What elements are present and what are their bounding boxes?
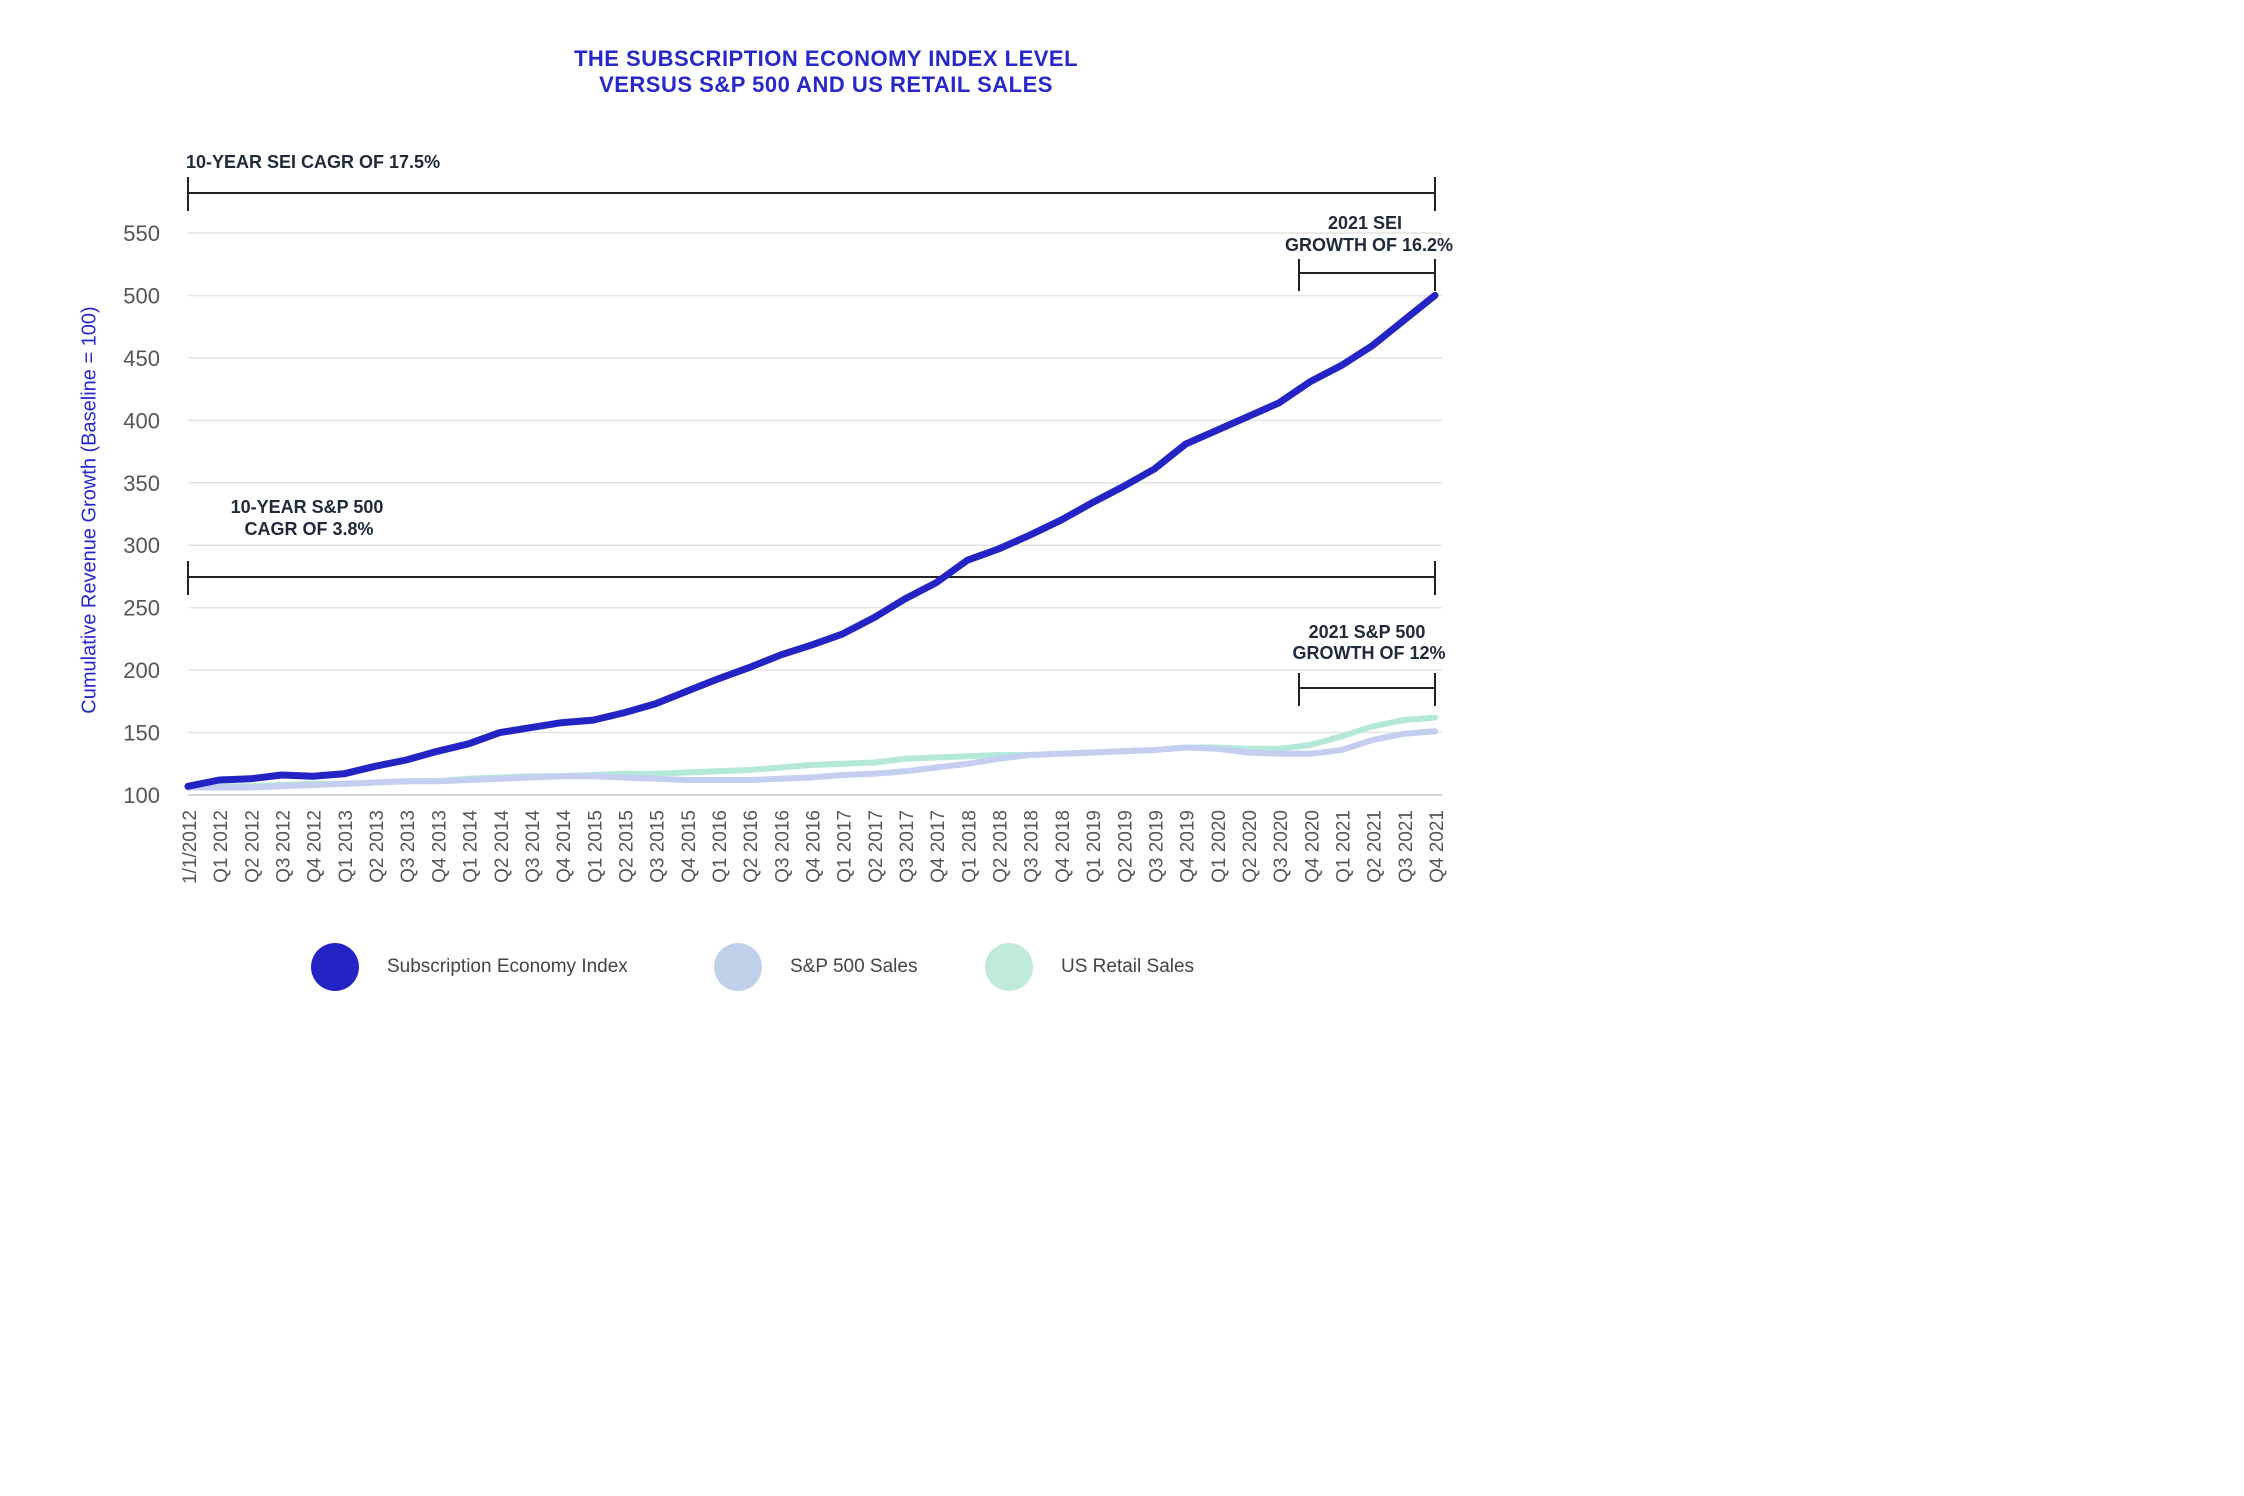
legend-label-sei: Subscription Economy Index (387, 956, 628, 977)
x-tick-label: Q2 2018 (991, 810, 1012, 883)
line-chart: 100 150 200 250 300 350 400 450 500 550 1/1/2012 Q… (123, 152, 1453, 884)
x-tick-label: Q3 2016 (772, 810, 793, 883)
sei-2021-label-line2: GROWTH OF 16.2% (1285, 235, 1453, 255)
x-tick-label: Q3 2017 (897, 810, 918, 883)
x-tick-label: Q4 2013 (429, 810, 450, 883)
y-tick-label: 400 (123, 408, 160, 433)
legend-label-sp500: S&P 500 Sales (790, 956, 918, 977)
x-tick-labels: 1/1/2012 Q1 2012 Q2 2012 Q3 2012 Q4 2012 Q1 2… (180, 810, 1448, 884)
x-tick-label: Q1 2014 (461, 810, 482, 883)
x-tick-label: Q2 2015 (616, 810, 637, 883)
series-line-s-p-500-sales (185, 728, 1438, 791)
x-tick-label: Q1 2018 (959, 810, 980, 883)
sp-2021-label-line1: 2021 S&P 500 (1309, 622, 1426, 642)
legend-item-retail: US Retail Sales (985, 940, 1194, 994)
legend-swatch-retail (985, 943, 1033, 991)
x-tick-label: Q1 2016 (710, 810, 731, 883)
x-tick-label: Q1 2013 (336, 810, 357, 883)
y-tick-label: 200 (123, 658, 160, 683)
series-line-subscription-economy-index (184, 291, 1439, 790)
x-tick-label: Q4 2019 (1178, 810, 1199, 883)
x-tick-label: Q3 2014 (523, 810, 544, 883)
x-tick-label: Q3 2012 (274, 810, 295, 883)
y-tick-label: 450 (123, 346, 160, 371)
x-tick-label: Q4 2021 (1427, 810, 1448, 883)
x-tick-label: Q3 2018 (1022, 810, 1043, 883)
sp-cagr-label-line2: CAGR OF 3.8% (244, 519, 373, 539)
x-tick-label: 1/1/2012 (180, 810, 201, 884)
x-tick-label: Q1 2015 (585, 810, 606, 883)
y-tick-label: 500 (123, 283, 160, 308)
legend-label-retail: US Retail Sales (1061, 956, 1195, 977)
x-tick-label: Q4 2017 (928, 810, 949, 883)
x-tick-label: Q2 2016 (741, 810, 762, 883)
x-tick-label: Q2 2012 (242, 810, 263, 883)
chart-title-line1: THE SUBSCRIPTION ECONOMY INDEX LEVEL (573, 46, 1079, 71)
x-tick-label: Q2 2014 (492, 810, 513, 883)
chart-title-line2: VERSUS S&P 500 AND US RETAIL SALES (599, 72, 1053, 97)
y-tick-label: 550 (123, 221, 160, 246)
legend-item-sp500: S&P 500 Sales (714, 940, 917, 994)
sei-cagr-label: 10-YEAR SEI CAGR OF 17.5% (186, 152, 440, 172)
sei-2021-label-line1: 2021 SEI (1328, 213, 1402, 233)
x-tick-label: Q2 2013 (367, 810, 388, 883)
annotations: 10-YEAR SEI CAGR OF 17.5% 10-YEAR S&P 50… (186, 152, 1453, 706)
sp-cagr-label-line1: 10-YEAR S&P 500 (231, 497, 384, 517)
x-tick-label: Q2 2021 (1365, 810, 1386, 883)
x-tick-label: Q3 2015 (648, 810, 669, 883)
x-tick-label: Q1 2012 (211, 810, 232, 883)
x-tick-label: Q2 2019 (1115, 810, 1136, 883)
legend-swatch-sei (311, 943, 359, 991)
x-tick-label: Q4 2016 (804, 810, 825, 883)
legend-item-sei: Subscription Economy Index (311, 940, 628, 994)
x-tick-label: Q4 2018 (1053, 810, 1074, 883)
x-tick-label: Q2 2020 (1240, 810, 1261, 883)
x-tick-label: Q4 2015 (679, 810, 700, 883)
series-lines (184, 291, 1439, 791)
x-tick-label: Q3 2019 (1146, 810, 1167, 883)
y-tick-label: 150 (123, 721, 160, 746)
x-tick-label: Q1 2017 (835, 810, 856, 883)
x-tick-label: Q3 2021 (1396, 810, 1417, 883)
x-tick-label: Q3 2013 (398, 810, 419, 883)
y-tick-labels: 100 150 200 250 300 350 400 450 500 550 (123, 221, 160, 808)
x-tick-label: Q4 2020 (1302, 810, 1323, 883)
x-tick-label: Q2 2017 (866, 810, 887, 883)
x-tick-label: Q3 2020 (1271, 810, 1292, 883)
y-tick-label: 100 (123, 783, 160, 808)
x-tick-label: Q4 2014 (554, 810, 575, 883)
chart-title: THE SUBSCRIPTION ECONOMY INDEX LEVEL VER… (0, 46, 1652, 98)
x-tick-label: Q4 2012 (305, 810, 326, 883)
y-tick-label: 250 (123, 596, 160, 621)
x-tick-label: Q1 2020 (1209, 810, 1230, 883)
legend-swatch-sp500 (714, 943, 762, 991)
y-tick-label: 300 (123, 533, 160, 558)
x-tick-label: Q1 2021 (1333, 810, 1354, 883)
sp-2021-label-line2: GROWTH OF 12% (1292, 643, 1445, 663)
y-tick-label: 350 (123, 471, 160, 496)
x-tick-label: Q1 2019 (1084, 810, 1105, 883)
